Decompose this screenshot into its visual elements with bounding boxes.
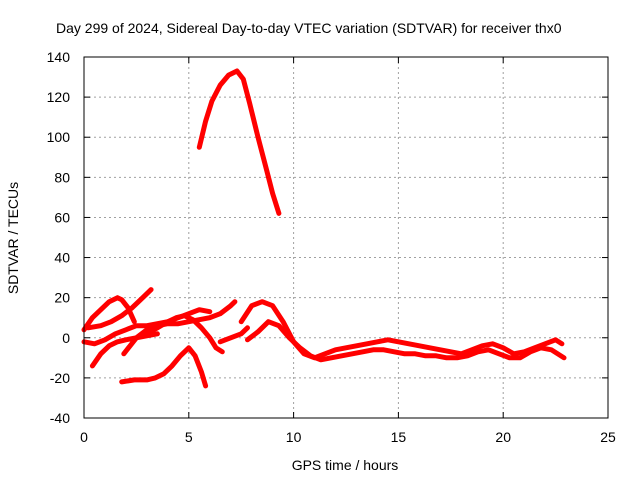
plot-frame (83, 56, 609, 419)
series-line-arc-8 (144, 313, 225, 355)
series-line-arc-6 (119, 345, 209, 389)
y-tick-label: -20 (50, 370, 70, 386)
series-line-arc-4 (81, 307, 213, 347)
series-line-arc-7 (121, 299, 238, 357)
y-tick-label: 40 (54, 250, 70, 266)
y-tick-label: 60 (54, 209, 70, 225)
grid-layer (84, 57, 608, 418)
x-axis-label: GPS time / hours (292, 457, 399, 473)
series-line-arc-1 (196, 68, 282, 216)
series-line-arc-5 (89, 331, 160, 369)
x-tick-label: 0 (80, 429, 88, 445)
x-tick-label: 10 (286, 429, 302, 445)
x-tick-label: 5 (185, 429, 193, 445)
y-tick-label: 140 (47, 49, 71, 65)
series-layer (81, 68, 567, 389)
chart-title: Day 299 of 2024, Sidereal Day-to-day VTE… (56, 20, 562, 36)
x-tick-label: 20 (495, 429, 511, 445)
series-line-arc-9 (217, 325, 250, 345)
y-tick-label: -40 (50, 410, 70, 426)
series-line-arc-2 (81, 295, 137, 333)
y-tick-label: 100 (47, 129, 71, 145)
x-tick-label: 25 (600, 429, 616, 445)
y-tick-label: 120 (47, 89, 71, 105)
y-tick-label: 0 (62, 330, 70, 346)
tick-layer (83, 56, 609, 419)
y-axis-label: SDTVAR / TECUs (5, 182, 21, 294)
tick-label-layer: 0 5 10 15 20 25 -40 -20 0 20 40 60 80 100 120 140 (47, 49, 616, 445)
series-line-arc-10 (238, 299, 565, 361)
y-tick-label: 80 (54, 169, 70, 185)
series-line-arc-3 (85, 287, 154, 331)
y-tick-label: 20 (54, 290, 70, 306)
series-line-arc-11 (245, 319, 567, 363)
x-tick-label: 15 (391, 429, 407, 445)
